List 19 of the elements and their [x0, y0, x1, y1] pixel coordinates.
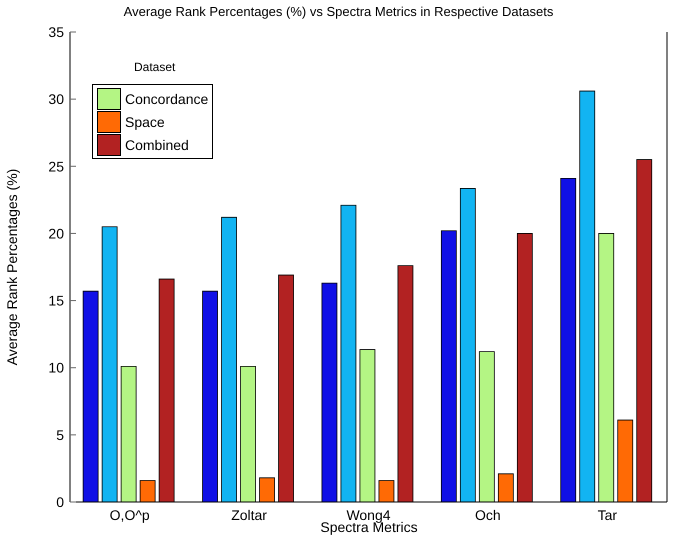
legend-label: Concordance: [125, 90, 208, 106]
x-tick-label: Och: [475, 506, 501, 523]
x-tick-label: Wong4: [346, 506, 391, 523]
y-tick-label: 25: [48, 158, 64, 174]
legend-label: Space: [125, 114, 165, 130]
x-tick-label: O,O^p: [110, 506, 150, 523]
y-tick-label: 20: [48, 225, 64, 242]
y-tick-label: 15: [48, 292, 64, 309]
y-tick-label: 10: [48, 360, 64, 376]
y-tick-label: 0: [56, 494, 64, 510]
x-tick-label: Tar: [598, 506, 618, 523]
legend-title: Dataset: [134, 60, 176, 74]
y-tick-label: 35: [48, 24, 64, 40]
y-tick-label: 5: [56, 426, 64, 443]
chart-title: Average Rank Percentages (%) vs Spectra Metrics in Respective Datasets: [122, 4, 554, 19]
x-tick-label: Zoltar: [231, 506, 268, 523]
y-axis-title: Average Rank Percentages (%): [4, 168, 20, 366]
y-tick-label: 30: [48, 91, 64, 108]
legend-label: Combined: [125, 136, 189, 152]
